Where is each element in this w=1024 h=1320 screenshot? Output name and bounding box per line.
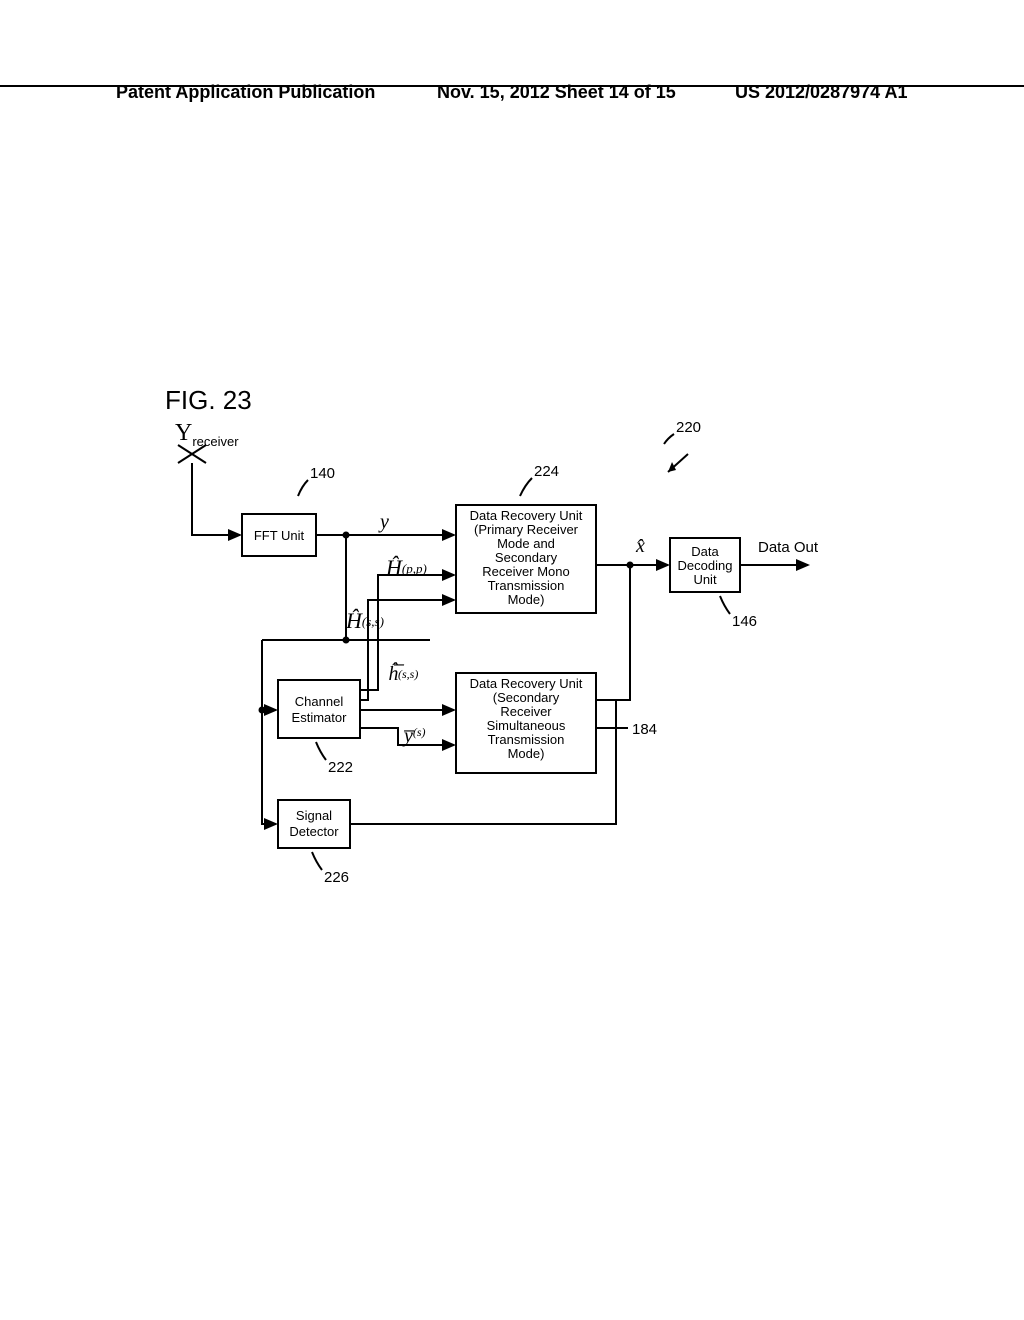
ref-184: 184: [632, 721, 657, 738]
wire-to-ce: [262, 640, 276, 710]
channel-estimator-box: [278, 680, 360, 738]
ref-220: 220: [676, 419, 701, 436]
signal-hss: ĥ̅(s,s): [388, 661, 418, 685]
sd-l2: Detector: [289, 824, 339, 839]
signal-Hpp: Ĥ(p,p): [385, 555, 427, 580]
leader-140: [298, 480, 308, 496]
leader-146: [720, 596, 730, 614]
wire-dru2-merge: [596, 565, 630, 700]
dru2-l4: Simultaneous: [487, 718, 566, 733]
dru2-l6: Mode): [508, 746, 545, 761]
antenna-y: Yreceiver: [175, 420, 239, 449]
dec-l2: Decoding: [678, 558, 733, 573]
ref-222: 222: [328, 759, 353, 776]
fft-label: FFT Unit: [254, 528, 305, 543]
dru1-l4: Secondary: [495, 550, 558, 565]
ref-146: 146: [732, 613, 757, 630]
dru2-l2: (Secondary: [493, 690, 560, 705]
ref-226: 226: [324, 869, 349, 886]
dru2-l5: Transmission: [488, 732, 565, 747]
ce-l1: Channel: [295, 694, 344, 709]
figure-diagram: Yreceiver FFT Unit 140 y Data Recovery U…: [0, 0, 1024, 1320]
ref-224: 224: [534, 463, 559, 480]
dru1-l1: Data Recovery Unit: [470, 508, 583, 523]
dru1-l3: Mode and: [497, 536, 555, 551]
leader-226: [312, 852, 322, 870]
dru1-l6: Transmission: [488, 578, 565, 593]
antenna-icon: [178, 445, 206, 500]
wire-antenna-fft: [192, 500, 240, 535]
leader-224: [520, 478, 532, 496]
label-dataout: Data Out: [758, 539, 819, 556]
signal-ybar: y̅(s): [402, 725, 426, 747]
ref-140: 140: [310, 465, 335, 482]
signal-y: y: [378, 511, 389, 533]
signal-xhat: x̂: [635, 535, 645, 557]
dec-l3: Unit: [693, 572, 717, 587]
dru2-l3: Receiver: [500, 704, 552, 719]
ce-l2: Estimator: [292, 710, 348, 725]
dru1-l7: Mode): [508, 592, 545, 607]
dru1-l5: Receiver Mono: [482, 564, 569, 579]
leader-222: [316, 742, 326, 760]
dec-l1: Data: [691, 544, 719, 559]
wire-to-sigdet: [262, 710, 276, 824]
dru2-l1: Data Recovery Unit: [470, 676, 583, 691]
sd-l1: Signal: [296, 808, 332, 823]
dru1-l2: (Primary Receiver: [474, 522, 579, 537]
